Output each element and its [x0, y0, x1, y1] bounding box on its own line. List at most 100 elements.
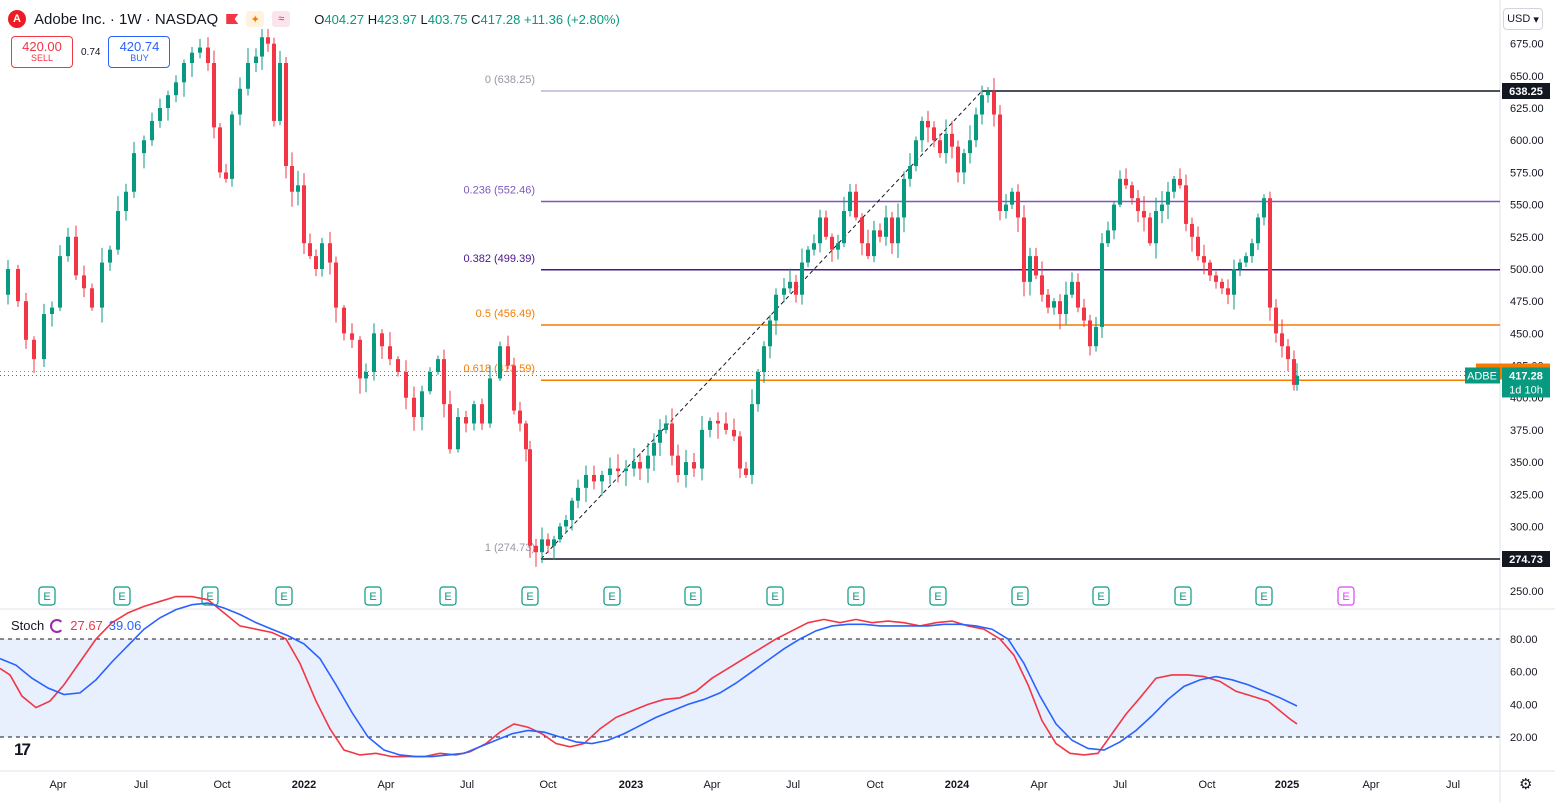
flag-icon[interactable]	[226, 14, 239, 24]
candle-body[interactable]	[664, 423, 668, 430]
candle-body[interactable]	[6, 268, 10, 295]
candle-body[interactable]	[42, 314, 46, 360]
stoch-name[interactable]: Stoch	[11, 618, 45, 633]
candle-body[interactable]	[1028, 256, 1032, 282]
sparkle-icon[interactable]: ✦	[246, 11, 265, 27]
candle-body[interactable]	[1262, 198, 1266, 218]
candle-body[interactable]	[108, 249, 112, 263]
candle-body[interactable]	[1100, 243, 1104, 327]
earnings-marker[interactable]	[113, 586, 131, 606]
earnings-marker[interactable]	[603, 586, 621, 606]
earnings-marker[interactable]	[929, 586, 947, 606]
candle-body[interactable]	[308, 243, 312, 257]
candle-body[interactable]	[896, 217, 900, 244]
candle-body[interactable]	[1286, 346, 1290, 360]
candle-body[interactable]	[818, 217, 822, 244]
candle-body[interactable]	[1295, 375, 1299, 385]
candle-body[interactable]	[534, 545, 538, 553]
candle-body[interactable]	[334, 262, 338, 308]
candle-body[interactable]	[518, 410, 522, 424]
candle-body[interactable]	[82, 275, 86, 289]
candle-body[interactable]	[498, 346, 502, 379]
candle-body[interactable]	[670, 423, 674, 456]
candle-body[interactable]	[74, 236, 78, 276]
candle-body[interactable]	[684, 462, 688, 475]
candle-body[interactable]	[350, 333, 354, 340]
candle-body[interactable]	[456, 417, 460, 450]
candle-body[interactable]	[1034, 256, 1038, 276]
tradingview-logo-icon[interactable]: 17	[14, 740, 31, 759]
candle-body[interactable]	[1238, 262, 1242, 269]
gear-icon[interactable]: ⚙	[1519, 776, 1533, 793]
candle-body[interactable]	[190, 52, 194, 63]
earnings-marker[interactable]	[38, 586, 56, 606]
candle-body[interactable]	[480, 404, 484, 424]
candle-body[interactable]	[812, 243, 816, 250]
candle-body[interactable]	[142, 140, 146, 154]
candle-body[interactable]	[806, 249, 810, 263]
candle-body[interactable]	[558, 526, 562, 540]
earnings-marker[interactable]	[201, 586, 219, 606]
candle-body[interactable]	[836, 243, 840, 250]
candle-body[interactable]	[794, 281, 798, 295]
candle-body[interactable]	[266, 37, 270, 44]
candle-body[interactable]	[1232, 268, 1236, 295]
candle-body[interactable]	[608, 468, 612, 475]
candle-body[interactable]	[342, 307, 346, 334]
candle-body[interactable]	[524, 423, 528, 450]
candle-body[interactable]	[1094, 326, 1098, 347]
earnings-marker[interactable]	[521, 586, 539, 606]
candle-body[interactable]	[1040, 275, 1044, 295]
candle-body[interactable]	[212, 62, 216, 128]
candle-body[interactable]	[564, 520, 568, 527]
candle-body[interactable]	[980, 95, 984, 115]
candle-body[interactable]	[584, 474, 588, 488]
candle-body[interactable]	[658, 429, 662, 443]
candle-body[interactable]	[224, 172, 228, 179]
candle-body[interactable]	[932, 127, 936, 141]
candle-body[interactable]	[1106, 230, 1110, 244]
candle-body[interactable]	[284, 62, 288, 166]
candle-body[interactable]	[692, 462, 696, 469]
candle-body[interactable]	[1172, 178, 1176, 192]
candle-body[interactable]	[724, 423, 728, 430]
candle-body[interactable]	[968, 140, 972, 154]
earnings-marker[interactable]	[275, 586, 293, 606]
candle-body[interactable]	[1202, 256, 1206, 263]
candle-body[interactable]	[676, 455, 680, 475]
candle-body[interactable]	[412, 397, 416, 418]
candle-body[interactable]	[442, 359, 446, 405]
candle-body[interactable]	[926, 120, 930, 128]
candle-body[interactable]	[1166, 191, 1170, 205]
candle-body[interactable]	[302, 185, 306, 244]
earnings-future-marker[interactable]	[1337, 586, 1355, 606]
candle-body[interactable]	[16, 268, 20, 302]
candle-body[interactable]	[506, 346, 510, 366]
candle-body[interactable]	[1010, 191, 1014, 205]
candle-body[interactable]	[860, 217, 864, 244]
candle-body[interactable]	[540, 539, 544, 553]
candle-body[interactable]	[1058, 301, 1062, 315]
candle-body[interactable]	[290, 165, 294, 192]
candle-body[interactable]	[788, 281, 792, 289]
candle-body[interactable]	[314, 256, 318, 269]
candle-body[interactable]	[166, 95, 170, 109]
candle-body[interactable]	[528, 449, 532, 546]
candle-body[interactable]	[278, 62, 282, 121]
candle-body[interactable]	[1142, 211, 1146, 218]
earnings-marker[interactable]	[766, 586, 784, 606]
candle-body[interactable]	[920, 120, 924, 141]
candle-body[interactable]	[872, 230, 876, 257]
earnings-marker[interactable]	[439, 586, 457, 606]
candle-body[interactable]	[1124, 178, 1128, 186]
candle-body[interactable]	[600, 474, 604, 482]
candle-body[interactable]	[744, 468, 748, 475]
candle-body[interactable]	[938, 140, 942, 154]
candle-body[interactable]	[974, 114, 978, 141]
candle-body[interactable]	[1088, 320, 1092, 347]
candle-body[interactable]	[1154, 211, 1158, 244]
earnings-marker[interactable]	[1174, 586, 1192, 606]
candle-body[interactable]	[944, 133, 948, 154]
earnings-marker[interactable]	[1011, 586, 1029, 606]
